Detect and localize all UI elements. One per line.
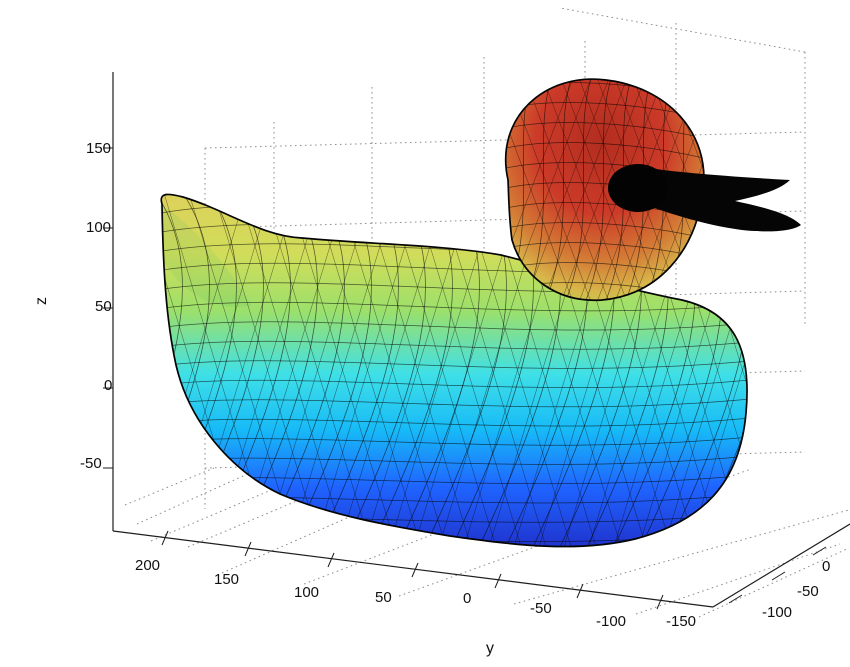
head-mesh-triangle-edge (539, 79, 631, 301)
z-tick-label: 0 (104, 377, 112, 394)
y-tick-label: -100 (596, 613, 626, 630)
head-mesh-triangle-edge (521, 79, 613, 301)
body-mesh-triangle-edge (334, 194, 451, 547)
x-tick-label: -50 (797, 583, 819, 600)
grid-line (559, 7, 806, 53)
duck-mesh-surface (160, 78, 801, 548)
axis-labels: 150 100 50 0 -50 z 200 150 100 50 0 -50 … (33, 140, 830, 657)
z-tick-label: 150 (86, 140, 111, 157)
body-mesh-triangle-edge (734, 194, 748, 547)
head-mesh-contour (505, 142, 704, 163)
head-mesh-meridian (561, 79, 595, 301)
head-mesh-triangle-edge (505, 79, 577, 301)
grid-line (204, 131, 806, 149)
y-axis-label: y (486, 640, 494, 657)
axis-lines (103, 72, 850, 610)
x-tick-label: 0 (822, 558, 830, 575)
tick-mark (327, 552, 335, 568)
z-axis-label: z (33, 297, 50, 305)
head-mesh-contour (505, 122, 704, 143)
y-tick-label: -50 (530, 600, 552, 617)
tick-mark (411, 562, 419, 578)
tick-mark (728, 594, 743, 604)
body-mesh-triangle-edge (259, 194, 376, 547)
body-mesh-contour (161, 320, 748, 331)
duck-eye (608, 164, 668, 212)
grid-line (513, 509, 850, 605)
z-axis-ticks: 150 100 50 0 -50 (80, 140, 112, 472)
grid-line (124, 467, 215, 506)
body-mesh-contour (161, 434, 748, 446)
body-mesh-contour (161, 377, 748, 388)
z-tick-label: 50 (95, 298, 112, 315)
duck-tail-shadow (160, 204, 252, 308)
body-mesh-contour (161, 358, 748, 369)
axis-line (712, 523, 850, 608)
duck-beak (645, 168, 801, 232)
tick-mark (161, 530, 169, 546)
tick-mark (576, 583, 584, 599)
head-mesh-meridian (581, 79, 615, 301)
duck-body-outline (160, 193, 748, 548)
tick-mark (244, 541, 252, 557)
x-tick-label: -100 (762, 604, 792, 621)
axis-line (112, 530, 714, 608)
y-tick-label: -150 (666, 613, 696, 630)
body-mesh-triangle-edge (234, 194, 351, 547)
body-mesh-triangle-edge (734, 194, 748, 547)
body-mesh-contour (161, 301, 748, 312)
duck-head-outline (505, 78, 705, 302)
y-tick-label: 0 (463, 590, 471, 607)
y-tick-label: 50 (375, 589, 392, 606)
body-mesh-contour (161, 396, 748, 408)
y-tick-label: 100 (294, 584, 319, 601)
head-mesh-triangle-edge (557, 79, 649, 301)
tick-mark (656, 594, 664, 610)
y-tick-label: 200 (135, 557, 160, 574)
grid-line (635, 543, 841, 615)
body-mesh-triangle-edge (209, 194, 326, 547)
y-axis-ticks: 200 150 100 50 0 -50 -100 -150 (135, 557, 696, 630)
tick-mark (494, 573, 502, 589)
z-tick-label: 100 (86, 219, 111, 236)
tick-mark (812, 546, 827, 556)
body-mesh-meridian (161, 194, 183, 547)
body-mesh-triangle-edge (309, 194, 426, 547)
tick-mark (771, 571, 786, 581)
x-axis-ticks: 0 -50 -100 (762, 558, 830, 621)
body-mesh-triangle-edge (284, 194, 401, 547)
body-mesh-contour (161, 339, 748, 350)
z-tick-label: -50 (80, 455, 102, 472)
y-tick-label: 150 (214, 571, 239, 588)
